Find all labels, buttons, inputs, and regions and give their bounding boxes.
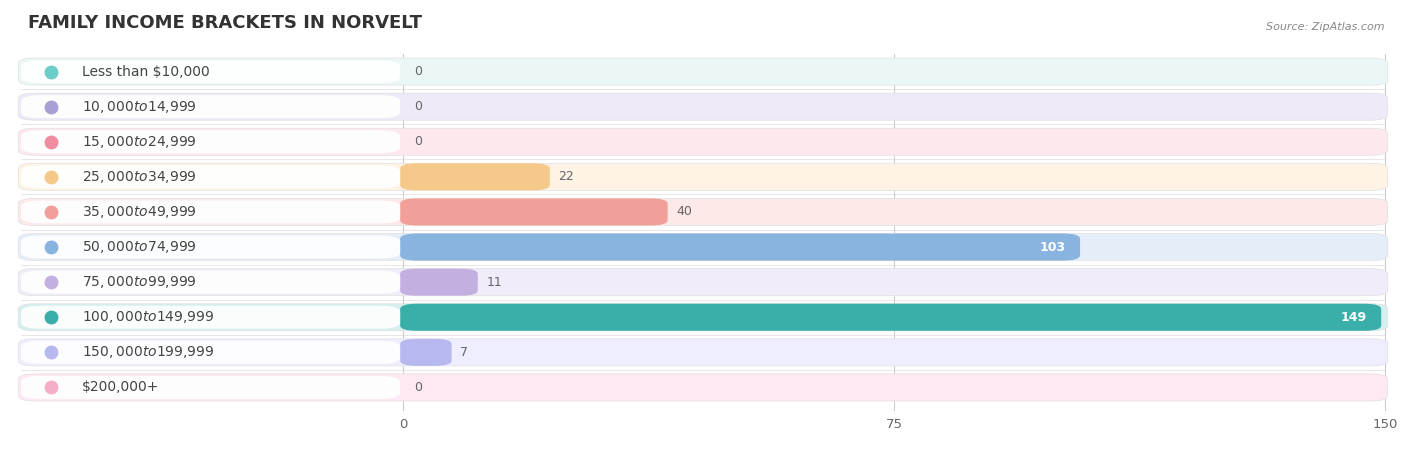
Text: $100,000 to $149,999: $100,000 to $149,999 — [82, 309, 214, 325]
Text: 103: 103 — [1040, 241, 1066, 253]
FancyBboxPatch shape — [18, 58, 1388, 85]
FancyBboxPatch shape — [401, 198, 668, 225]
Text: 75: 75 — [886, 418, 903, 432]
FancyBboxPatch shape — [18, 198, 1388, 225]
Text: 149: 149 — [1341, 311, 1367, 324]
Text: $15,000 to $24,999: $15,000 to $24,999 — [82, 134, 197, 150]
FancyBboxPatch shape — [18, 234, 1388, 261]
Text: 11: 11 — [486, 276, 502, 288]
FancyBboxPatch shape — [401, 163, 550, 190]
Text: 150: 150 — [1372, 418, 1398, 432]
FancyBboxPatch shape — [18, 93, 1388, 120]
FancyBboxPatch shape — [21, 130, 401, 153]
FancyBboxPatch shape — [18, 304, 1388, 331]
FancyBboxPatch shape — [18, 128, 1388, 155]
FancyBboxPatch shape — [18, 339, 1388, 366]
Text: 7: 7 — [460, 346, 468, 359]
Text: FAMILY INCOME BRACKETS IN NORVELT: FAMILY INCOME BRACKETS IN NORVELT — [28, 14, 422, 32]
Text: 0: 0 — [415, 100, 422, 113]
FancyBboxPatch shape — [18, 374, 1388, 401]
FancyBboxPatch shape — [18, 269, 1388, 296]
Text: 0: 0 — [415, 381, 422, 394]
FancyBboxPatch shape — [21, 306, 401, 328]
Text: 0: 0 — [399, 418, 408, 432]
FancyBboxPatch shape — [21, 271, 401, 293]
FancyBboxPatch shape — [21, 166, 401, 188]
FancyBboxPatch shape — [21, 236, 401, 258]
Text: $10,000 to $14,999: $10,000 to $14,999 — [82, 99, 197, 115]
FancyBboxPatch shape — [401, 269, 478, 296]
Text: $50,000 to $74,999: $50,000 to $74,999 — [82, 239, 197, 255]
FancyBboxPatch shape — [21, 376, 401, 399]
FancyBboxPatch shape — [21, 60, 401, 83]
Text: $35,000 to $49,999: $35,000 to $49,999 — [82, 204, 197, 220]
Text: 0: 0 — [415, 65, 422, 78]
Text: Less than $10,000: Less than $10,000 — [82, 64, 209, 79]
Text: $200,000+: $200,000+ — [82, 380, 159, 395]
Text: 0: 0 — [415, 135, 422, 148]
Text: 40: 40 — [676, 206, 692, 218]
FancyBboxPatch shape — [401, 339, 451, 366]
FancyBboxPatch shape — [21, 341, 401, 364]
FancyBboxPatch shape — [21, 201, 401, 223]
Text: $150,000 to $199,999: $150,000 to $199,999 — [82, 344, 214, 360]
Text: $75,000 to $99,999: $75,000 to $99,999 — [82, 274, 197, 290]
Text: 22: 22 — [558, 171, 574, 183]
FancyBboxPatch shape — [21, 95, 401, 118]
FancyBboxPatch shape — [18, 163, 1388, 190]
Text: $25,000 to $34,999: $25,000 to $34,999 — [82, 169, 197, 185]
Text: Source: ZipAtlas.com: Source: ZipAtlas.com — [1267, 22, 1385, 32]
FancyBboxPatch shape — [401, 304, 1381, 331]
FancyBboxPatch shape — [401, 234, 1080, 261]
